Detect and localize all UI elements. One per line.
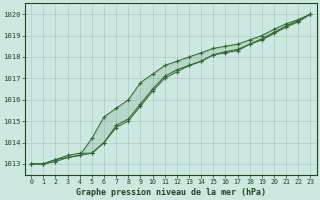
X-axis label: Graphe pression niveau de la mer (hPa): Graphe pression niveau de la mer (hPa)	[76, 188, 266, 197]
